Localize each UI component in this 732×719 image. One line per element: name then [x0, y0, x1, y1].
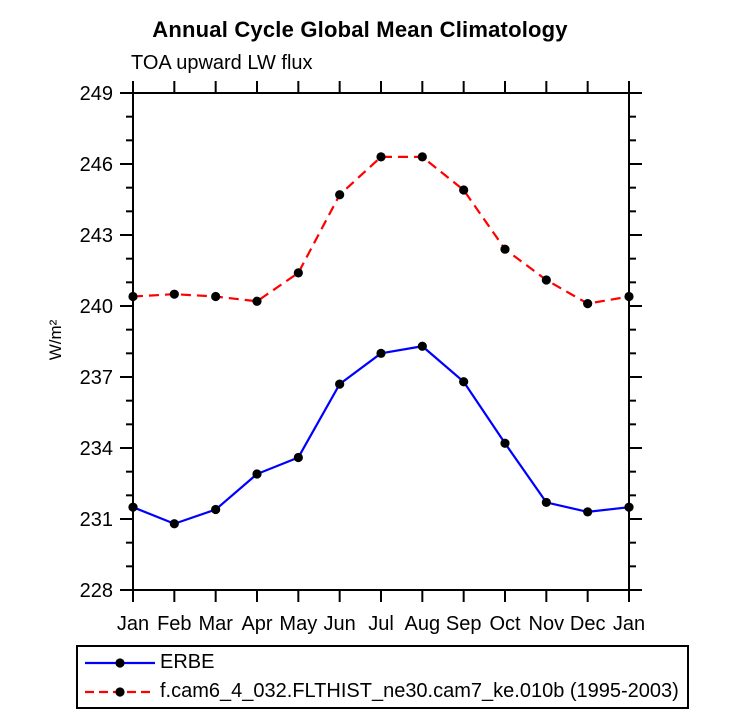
x-axis-tick-label: Feb	[157, 613, 191, 635]
data-point-marker	[417, 152, 427, 162]
x-axis-tick-label: Dec	[570, 613, 606, 635]
data-point-marker	[128, 291, 138, 302]
y-axis-tick-label: 240	[80, 296, 113, 318]
chart-title: Annual Cycle Global Mean Climatology	[152, 17, 568, 42]
data-point-marker	[211, 291, 221, 302]
data-point-marker	[624, 502, 634, 512]
legend-sample-erbe	[85, 657, 155, 668]
x-axis-tick-label: Sep	[446, 613, 482, 635]
chart-subtitle: TOA upward LW flux	[131, 52, 313, 74]
data-point-marker	[335, 190, 345, 200]
data-point-marker	[459, 185, 469, 195]
data-point-marker	[376, 152, 386, 162]
y-axis-tick-label: 231	[80, 509, 113, 531]
data-point-marker	[541, 497, 551, 508]
x-axis-tick-label: Mar	[198, 613, 233, 635]
y-axis-tick-label: 243	[80, 225, 113, 247]
chart: 228 231 234 237 240 243 246 249 Jan Feb Mar Apr May J…	[80, 81, 645, 635]
x-axis-tick-label: May	[279, 613, 317, 635]
data-point-marker	[459, 377, 469, 387]
data-point-marker	[293, 452, 303, 463]
plot-border	[132, 92, 630, 591]
x-axis-tick-label: Aug	[405, 613, 441, 635]
legend: ERBE f.cam6_4_032.FLTHIST_ne30.cam7_ke.0…	[76, 645, 689, 709]
series-line-model	[132, 155, 630, 305]
x-axis-tick-label: Jul	[368, 613, 394, 635]
x-axis-tick-label: Jun	[324, 613, 356, 635]
data-point-marker	[211, 504, 221, 515]
legend-item-erbe: ERBE	[83, 648, 687, 677]
data-point-marker	[128, 502, 138, 512]
marker-dot-icon	[115, 657, 125, 668]
data-point-marker	[624, 291, 634, 302]
x-axis-tick-label: Apr	[241, 613, 272, 635]
data-point-marker	[169, 519, 179, 529]
series-line-erbe	[132, 345, 630, 525]
data-point-marker	[417, 341, 427, 351]
data-point-marker	[252, 469, 262, 479]
x-axis-tick-label: Oct	[489, 613, 521, 635]
x-axis-tick-label: Jan	[117, 613, 149, 635]
y-axis-tick-label: 237	[80, 367, 113, 389]
legend-item-model: f.cam6_4_032.FLTHIST_ne30.cam7_ke.010b (…	[83, 677, 687, 706]
data-point-marker	[252, 296, 262, 306]
data-point-marker	[541, 275, 551, 285]
data-point-marker	[293, 268, 303, 278]
data-point-marker	[583, 299, 593, 309]
legend-label-model: f.cam6_4_032.FLTHIST_ne30.cam7_ke.010b (…	[160, 680, 679, 702]
x-axis-tick-label: Nov	[529, 613, 565, 635]
y-axis-tick-label: 228	[80, 580, 113, 602]
data-point-marker	[500, 438, 510, 448]
data-point-marker	[335, 379, 345, 389]
marker-dot-icon	[115, 686, 125, 697]
legend-sample-model	[85, 686, 155, 697]
legend-label-erbe: ERBE	[160, 651, 215, 673]
x-axis-tick-label: Jan	[613, 613, 645, 635]
y-axis-tick-label: 234	[80, 438, 113, 460]
data-point-marker	[583, 507, 593, 517]
data-point-marker	[169, 289, 179, 299]
data-point-marker	[500, 244, 510, 254]
y-axis-tick-label: 246	[80, 154, 113, 176]
data-point-marker	[376, 348, 386, 358]
y-axis-tick-label: 249	[80, 83, 113, 105]
